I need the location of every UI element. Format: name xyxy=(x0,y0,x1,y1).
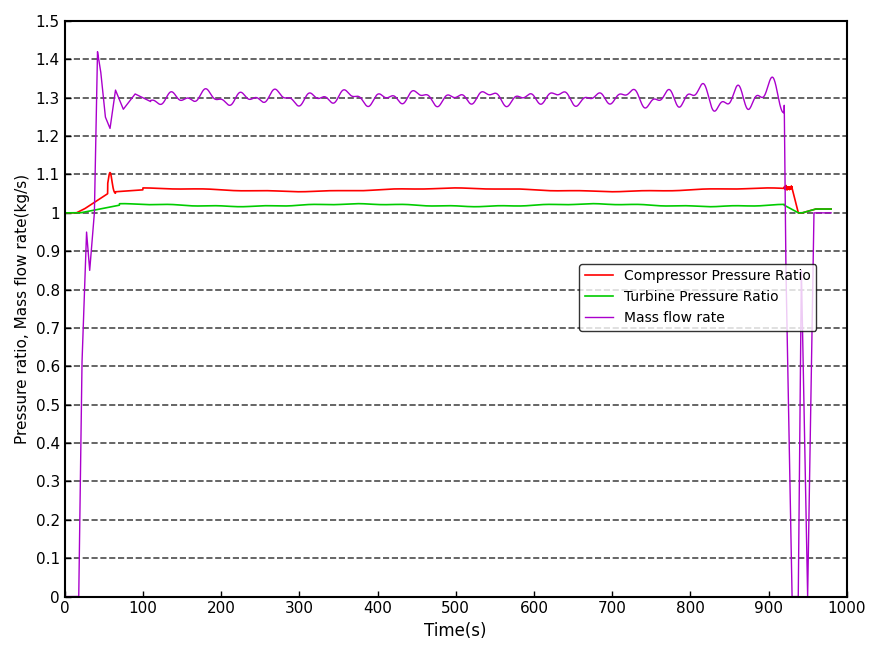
Mass flow rate xyxy=(165,88,175,96)
Compressor Pressure Ratio xyxy=(141,184,152,192)
Compressor Pressure Ratio xyxy=(620,187,631,195)
Compressor Pressure Ratio xyxy=(105,168,115,176)
Compressor Pressure Ratio xyxy=(513,185,523,193)
Mass flow rate xyxy=(620,91,631,99)
Turbine Pressure Ratio xyxy=(825,205,836,213)
Mass flow rate xyxy=(825,209,836,217)
Mass flow rate xyxy=(59,593,70,601)
Turbine Pressure Ratio xyxy=(513,202,523,210)
Turbine Pressure Ratio xyxy=(267,202,278,210)
Compressor Pressure Ratio xyxy=(165,185,175,193)
Compressor Pressure Ratio xyxy=(79,205,90,213)
Turbine Pressure Ratio xyxy=(141,200,152,208)
Line: Mass flow rate: Mass flow rate xyxy=(64,52,831,597)
Turbine Pressure Ratio xyxy=(118,200,129,208)
Turbine Pressure Ratio xyxy=(79,208,90,216)
Mass flow rate xyxy=(513,92,523,100)
Legend: Compressor Pressure Ratio, Turbine Pressure Ratio, Mass flow rate: Compressor Pressure Ratio, Turbine Press… xyxy=(580,264,817,331)
Y-axis label: Pressure ratio, Mass flow rate(kg/s): Pressure ratio, Mass flow rate(kg/s) xyxy=(15,174,30,444)
X-axis label: Time(s): Time(s) xyxy=(425,622,487,640)
Mass flow rate xyxy=(93,48,103,56)
Turbine Pressure Ratio xyxy=(59,209,70,217)
Turbine Pressure Ratio xyxy=(620,200,631,208)
Compressor Pressure Ratio xyxy=(59,209,70,217)
Line: Turbine Pressure Ratio: Turbine Pressure Ratio xyxy=(64,204,831,213)
Compressor Pressure Ratio xyxy=(267,187,278,195)
Mass flow rate xyxy=(267,87,278,95)
Line: Compressor Pressure Ratio: Compressor Pressure Ratio xyxy=(64,172,831,213)
Compressor Pressure Ratio xyxy=(825,205,836,213)
Mass flow rate xyxy=(141,96,152,103)
Turbine Pressure Ratio xyxy=(165,200,175,208)
Mass flow rate xyxy=(79,284,90,292)
